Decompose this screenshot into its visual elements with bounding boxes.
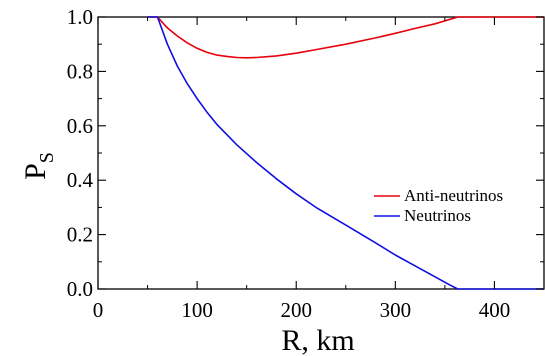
y-tick-label: 0.4 <box>67 168 94 192</box>
y-tick-label: 1.0 <box>67 5 93 29</box>
series-line-anti-neutrinos <box>147 16 544 59</box>
y-axis-label-main: P <box>19 163 52 180</box>
x-tick-label: 200 <box>280 298 312 322</box>
y-tick-label: 0.0 <box>67 277 93 301</box>
x-axis-label: R, km <box>281 324 354 356</box>
y-tick-label: 0.2 <box>67 223 93 247</box>
legend: Anti-neutrinos Neutrinos <box>374 186 503 225</box>
y-tick-label: 0.8 <box>67 59 93 83</box>
legend-label-anti-neutrinos: Anti-neutrinos <box>404 186 503 205</box>
series-line-neutrinos <box>147 16 544 290</box>
legend-label-neutrinos: Neutrinos <box>404 206 471 225</box>
x-tick-label: 400 <box>479 298 511 322</box>
x-tick-label: 0 <box>93 298 104 322</box>
curves <box>147 16 544 290</box>
ticks <box>97 16 544 290</box>
plot-border <box>97 16 545 290</box>
plot-frame <box>97 16 545 290</box>
y-tick-label: 0.6 <box>67 114 93 138</box>
tick-labels: 0 100 200 300 400 0.0 0.2 0.4 0.6 0.8 1.0 <box>67 5 510 322</box>
x-tick-label: 100 <box>181 298 213 322</box>
y-axis-label: PS <box>19 152 58 180</box>
svg-text:PS: PS <box>19 152 58 180</box>
y-axis-label-subscript: S <box>36 152 58 163</box>
x-tick-label: 300 <box>380 298 412 322</box>
